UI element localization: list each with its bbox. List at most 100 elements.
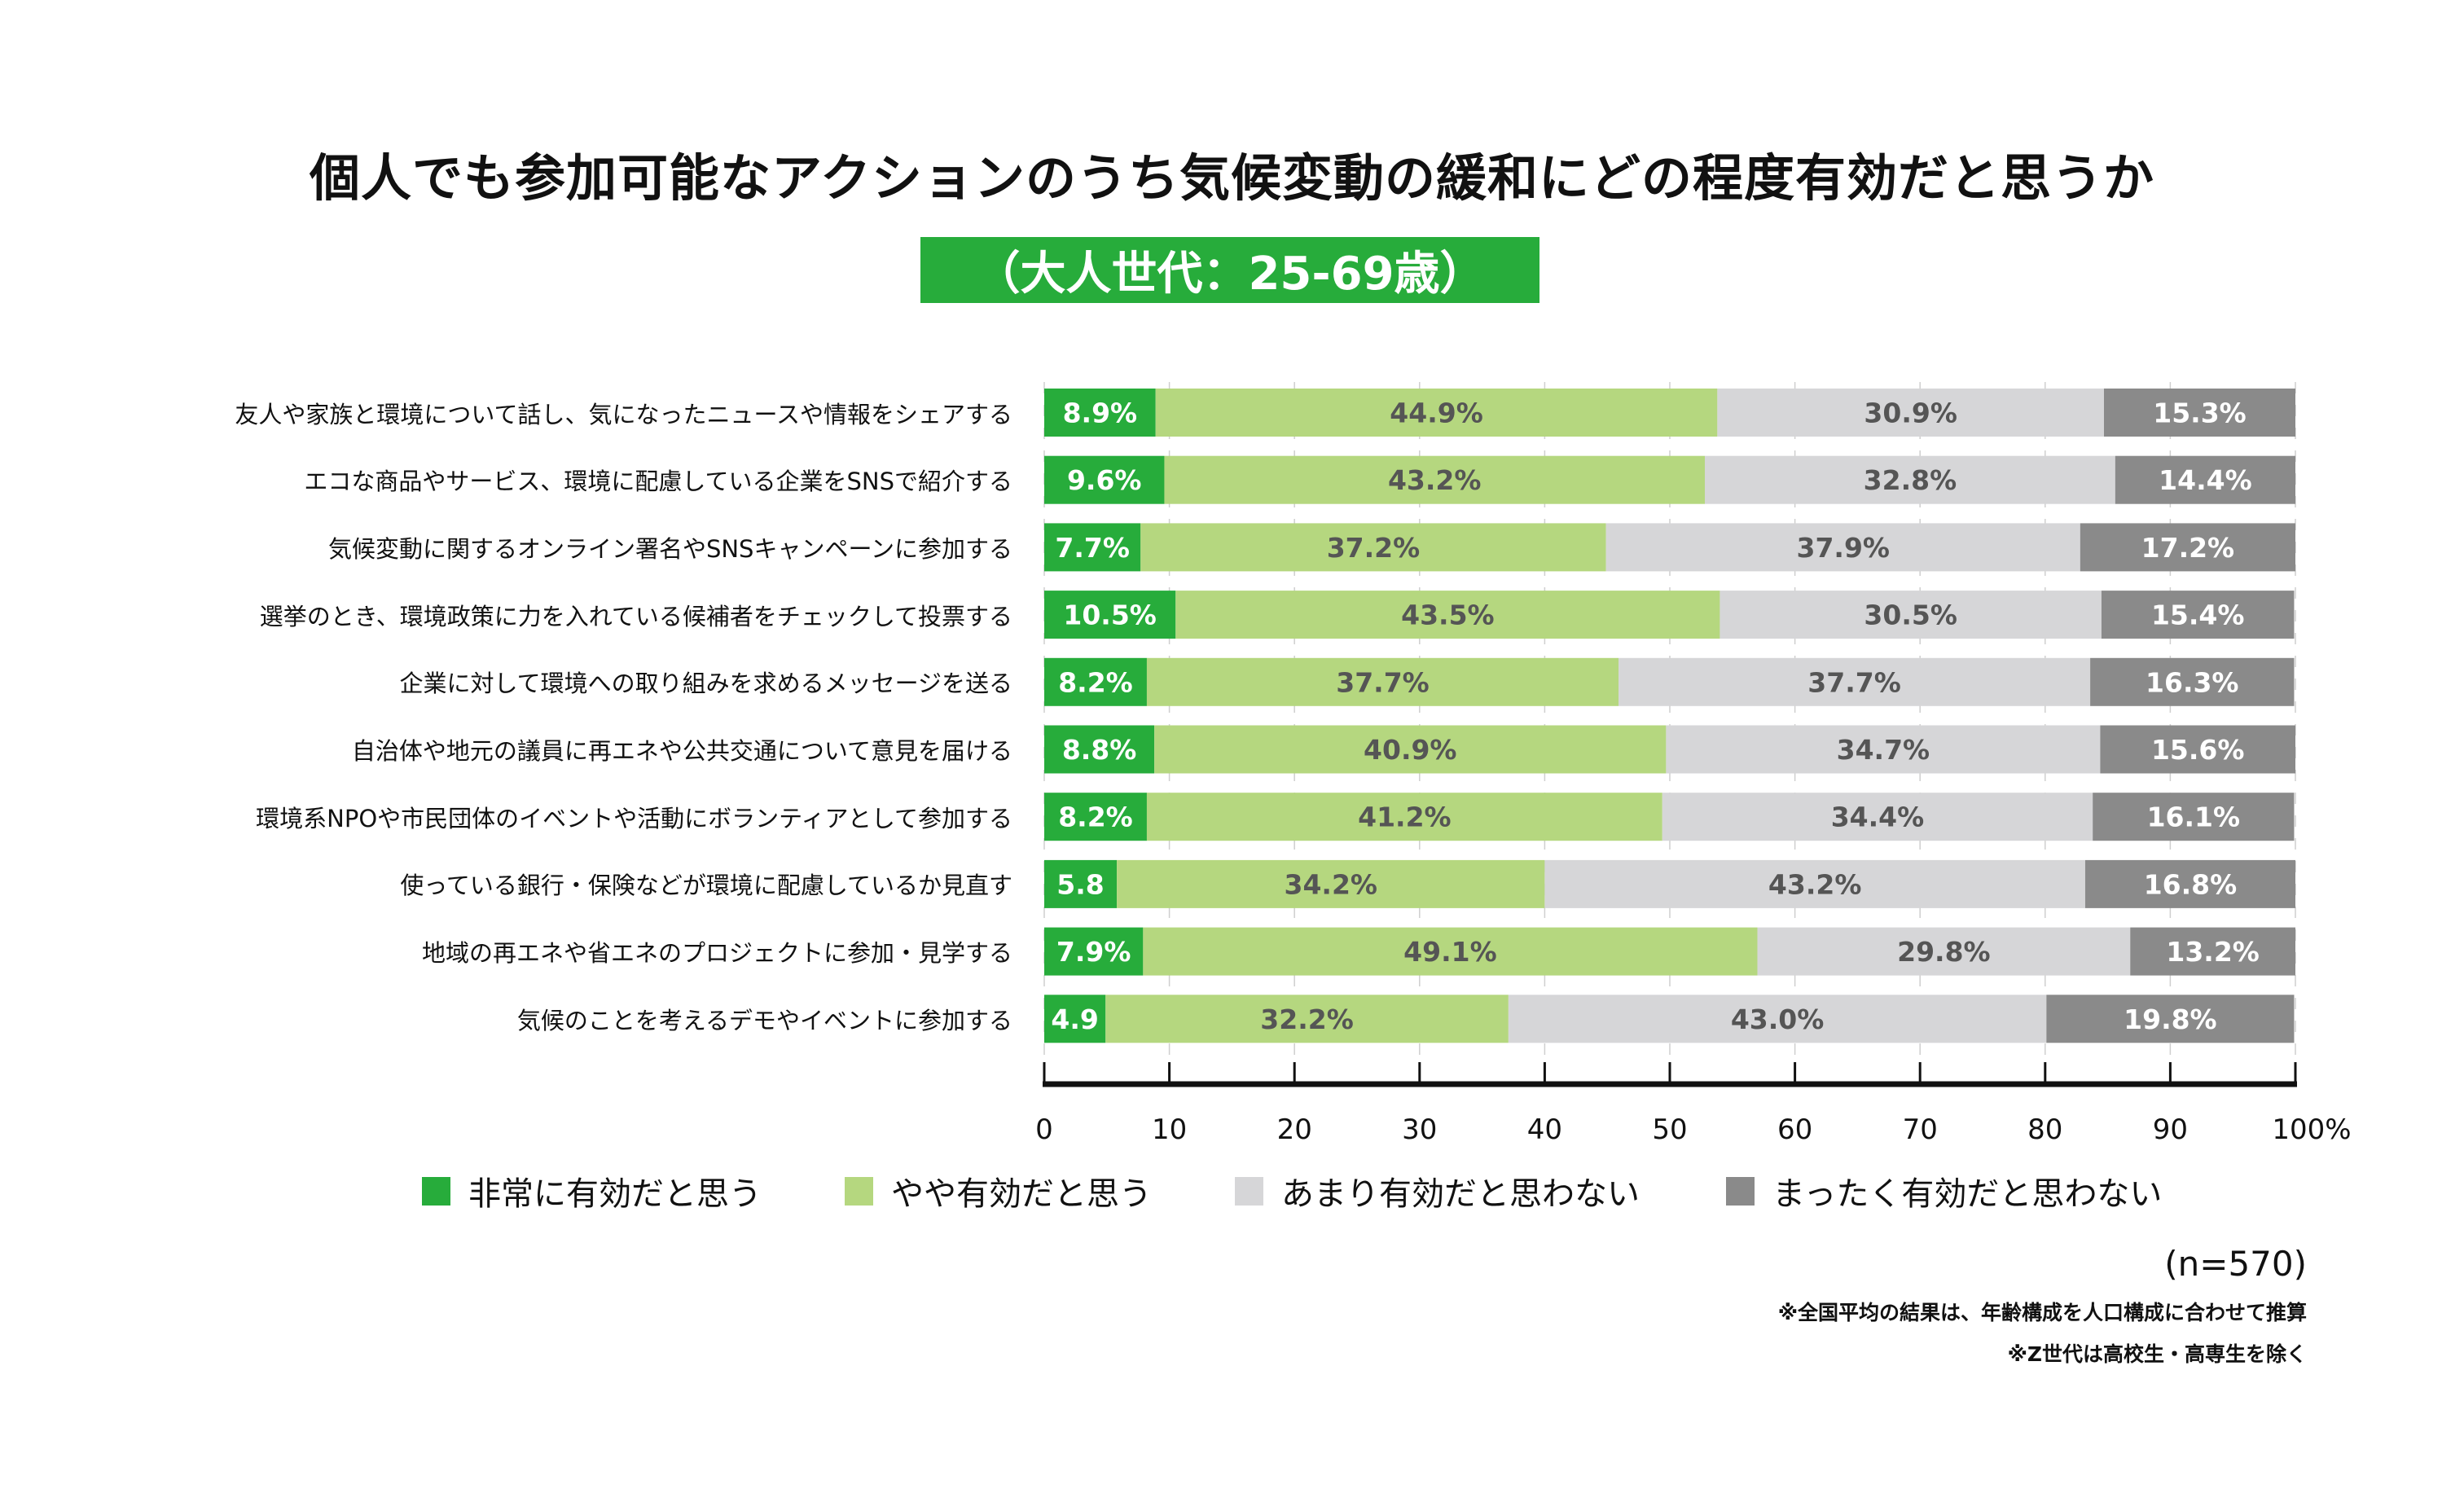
data-label: 16.8% — [2144, 868, 2238, 900]
data-label: 16.1% — [2147, 802, 2241, 833]
bar-segment — [2080, 523, 2295, 572]
tick-label: 10 — [1152, 1113, 1187, 1146]
category-label: 選挙のとき、環境政策に力を入れている候補者をチェックして投票する — [259, 602, 1012, 630]
bar-segment — [1605, 523, 2080, 572]
data-label: 34.7% — [1837, 734, 1930, 766]
legend-item-somewhat-effective: やや有効だと思う — [845, 1173, 1152, 1213]
bar-segment — [1175, 591, 1720, 639]
data-label: 15.4% — [2151, 599, 2245, 631]
data-label: 8.2% — [1058, 802, 1133, 833]
data-label: 30.5% — [1864, 599, 1957, 631]
bar-segment — [1117, 859, 1545, 908]
legend-label: あまり有効だと思わない — [1281, 1175, 1640, 1213]
legend-item-not-very-effective: あまり有効だと思わない — [1235, 1173, 1640, 1213]
data-label: 15.3% — [2153, 397, 2247, 429]
chart-title: 個人でも参加可能なアクションのうち気候変動の緩和にどの程度有効だと思うか — [310, 148, 2154, 208]
tick-label: 50 — [1652, 1113, 1687, 1146]
data-label: 43.0% — [1731, 1004, 1825, 1035]
bar-segment — [1155, 389, 1718, 437]
data-label: 8.9% — [1063, 397, 1138, 429]
data-label: 9.6% — [1067, 464, 1142, 496]
data-label: 7.7% — [1055, 532, 1130, 564]
data-label: 37.7% — [1336, 666, 1430, 698]
tick-label: 60 — [1777, 1113, 1812, 1146]
bar-segment — [1666, 725, 2101, 774]
bar-segment — [1662, 793, 2093, 841]
data-label: 32.8% — [1864, 464, 1957, 496]
bar-segment — [1105, 995, 1509, 1043]
data-label: 15.6% — [2151, 734, 2245, 766]
data-label: 34.4% — [1831, 802, 1925, 833]
footnote: ※全国平均の結果は、年齢構成を人口構成に合わせて推算 — [1777, 1301, 2307, 1324]
bar-segment — [1619, 657, 2091, 706]
category-label: 企業に対して環境への取り組みを求めるメッセージを送る — [399, 670, 1012, 698]
tick-label: 20 — [1277, 1113, 1312, 1146]
legend-label: 非常に有効だと思う — [468, 1175, 762, 1213]
bar-segment — [2084, 859, 2295, 908]
bar-segment — [1044, 927, 1144, 976]
category-label: 使っている銀行・保険などが環境に配慮しているか見直す — [400, 872, 1012, 900]
footnote: ※Z世代は高校生・高専生を除く — [2007, 1342, 2307, 1366]
bar-segment — [1146, 657, 1619, 706]
legend-swatch-very-effective — [422, 1176, 450, 1206]
bar-segment — [1140, 523, 1606, 572]
bar-segment — [1717, 389, 2104, 437]
data-label: 49.1% — [1403, 936, 1497, 968]
bar-segment — [2103, 389, 2295, 437]
data-label: 34.2% — [1284, 868, 1377, 900]
data-label: 29.8% — [1897, 936, 1991, 968]
legend-item-not-at-all-effective: まったく有効だと思わない — [1726, 1173, 2162, 1213]
data-label: 40.9% — [1364, 734, 1457, 766]
bar-segment — [1154, 725, 1667, 774]
bar-segment — [1705, 455, 2115, 504]
bar-segment — [2093, 793, 2295, 841]
data-label: 10.5% — [1063, 599, 1157, 631]
data-label: 43.2% — [1388, 464, 1482, 496]
category-label: エコな商品やサービス、環境に配慮している企業をSNSで紹介する — [304, 468, 1012, 496]
category-label: 自治体や地元の議員に再エネや公共交通について意見を届ける — [351, 737, 1012, 765]
data-label: 19.8% — [2124, 1004, 2217, 1035]
category-label: 気候変動に関するオンライン署名やSNSキャンペーンに参加する — [327, 534, 1012, 563]
bar-segment — [2130, 927, 2295, 976]
data-label: 7.9% — [1056, 936, 1131, 968]
bar-segment — [1044, 389, 1156, 437]
data-label: 16.3% — [2146, 666, 2239, 698]
data-label: 43.5% — [1401, 599, 1495, 631]
sample-size: (n=570) — [2164, 1244, 2307, 1284]
data-label: 13.2% — [2166, 936, 2260, 968]
legend-swatch-not-at-all-effective — [1726, 1176, 1755, 1206]
bar-segment — [2090, 657, 2295, 706]
data-label: 14.4% — [2159, 464, 2252, 496]
category-label: 気候のことを考えるデモやイベントに参加する — [516, 1006, 1012, 1034]
legend-label: まったく有効だと思わない — [1772, 1175, 2163, 1213]
legend-swatch-not-very-effective — [1235, 1176, 1263, 1206]
bar-segment — [2115, 455, 2295, 504]
bar-segment — [2101, 591, 2295, 639]
data-label: 4.9 — [1051, 1004, 1098, 1035]
data-label: 43.2% — [1768, 868, 1862, 900]
legend: 非常に有効だと思う やや有効だと思う あまり有効だと思わない まったく有効だと思… — [0, 1173, 2464, 1213]
bar-segment — [1044, 523, 1141, 572]
bar-segment — [1044, 657, 1147, 706]
tick-label: 40 — [1527, 1113, 1562, 1146]
category-label: 地域の再エネや省エネのプロジェクトに参加・見学する — [421, 939, 1012, 968]
data-label: 37.9% — [1796, 532, 1890, 564]
bar-segment — [1508, 995, 2047, 1043]
tick-label: 80 — [2027, 1113, 2062, 1146]
bar-segment — [1757, 927, 2131, 976]
bar-segment — [1146, 793, 1662, 841]
bar-segment — [1044, 455, 1165, 504]
bar-segment — [1143, 927, 1758, 976]
tick-label: 30 — [1402, 1113, 1437, 1146]
bar-segment — [2100, 725, 2295, 774]
category-label: 友人や家族と環境について話し、気になったニュースや情報をシェアする — [235, 400, 1012, 428]
data-label: 44.9% — [1390, 397, 1483, 429]
bar-segment — [1044, 591, 1176, 639]
data-label: 8.8% — [1062, 734, 1137, 766]
data-label: 8.2% — [1058, 666, 1133, 698]
data-label: 37.7% — [1807, 666, 1901, 698]
bar-segment — [1044, 859, 1118, 908]
chart-subtitle-badge: （大人世代：25-69歳） — [920, 237, 1539, 303]
legend-item-very-effective: 非常に有効だと思う — [422, 1173, 762, 1213]
